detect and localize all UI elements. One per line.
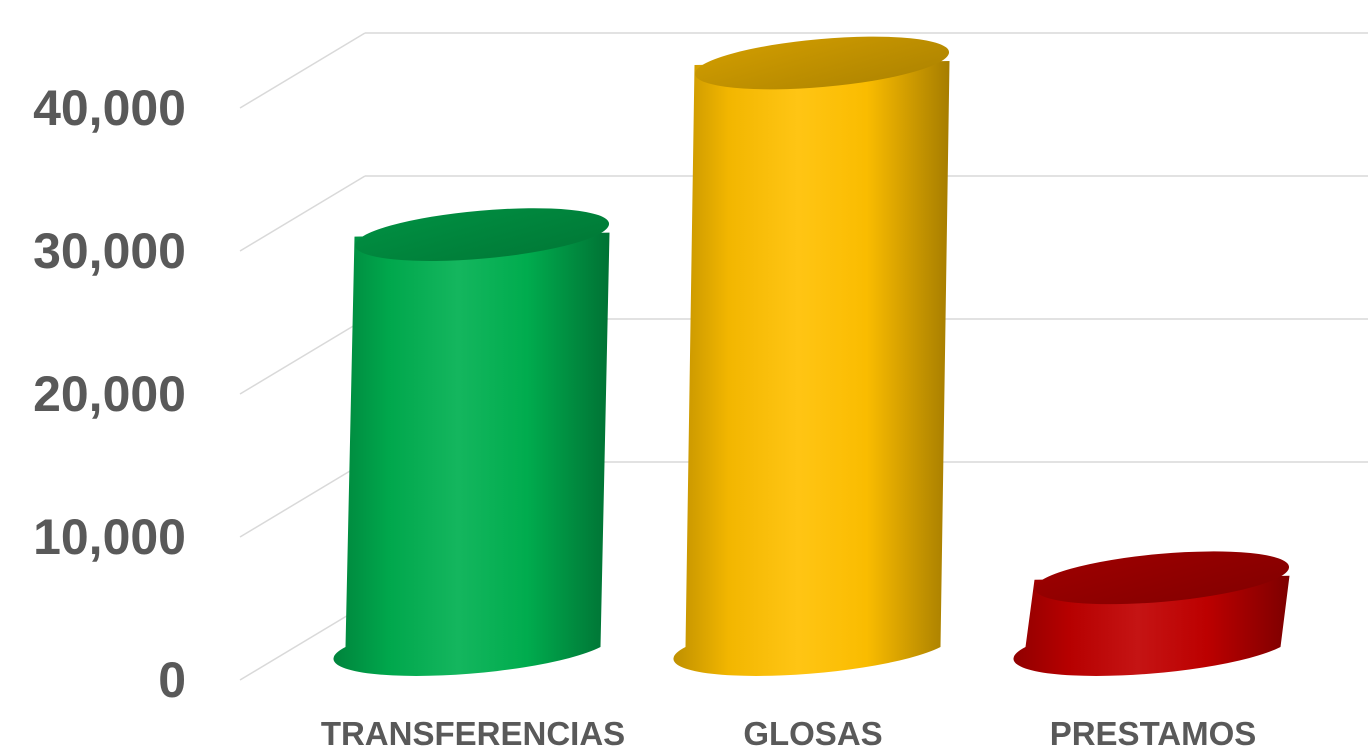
bar-body [333,232,610,676]
y-tick-label: 40,000 [33,80,186,136]
bar-top [354,208,610,261]
gridline [239,604,366,681]
x-axis-ticks: TRANSFERENCIAS GLOSAS PRESTAMOS [321,715,1256,752]
y-axis-ticks: 0 10,000 20,000 30,000 40,000 [33,80,186,708]
bar-top [1034,551,1290,605]
bar-top [694,36,950,90]
bar-glosas [673,36,950,676]
y-tick-label: 30,000 [33,223,186,279]
bar-transferencias [333,208,610,676]
x-tick-label: PRESTAMOS [1050,715,1257,752]
bar-prestamos [1013,551,1290,676]
x-tick-label: TRANSFERENCIAS [321,715,625,752]
x-tick-label: GLOSAS [743,715,882,752]
y-tick-label: 0 [158,652,186,708]
bar-body [673,61,950,676]
y-tick-label: 10,000 [33,509,186,565]
gridline [239,32,1368,109]
bars [333,36,1290,676]
y-tick-label: 20,000 [33,366,186,422]
